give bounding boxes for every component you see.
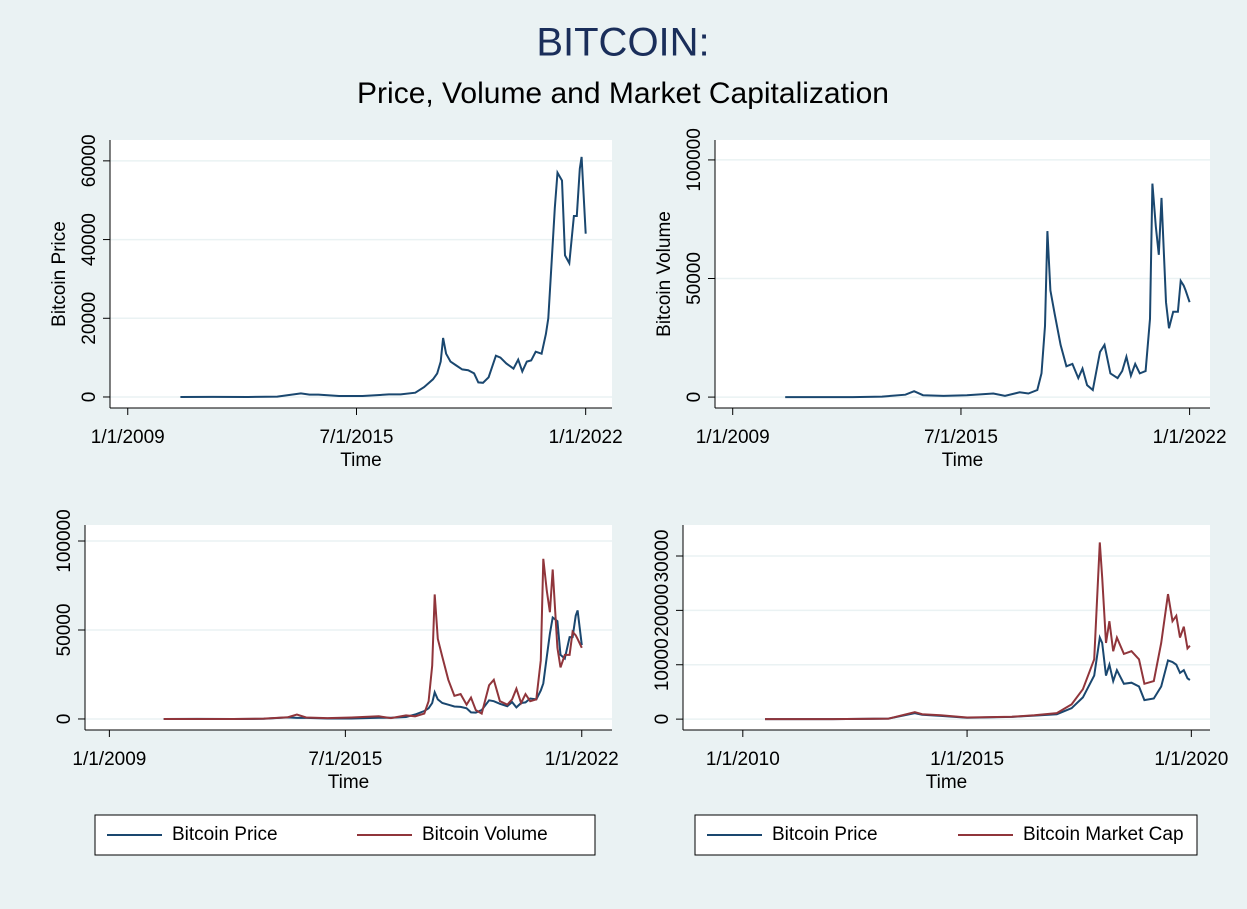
x-axis-title: Time <box>340 450 382 471</box>
legend-box <box>694 814 1198 856</box>
legend-box <box>94 814 596 856</box>
chart-title: BITCOIN: <box>536 21 709 65</box>
x-tick-label: 1/1/2015 <box>930 749 1004 770</box>
x-tick-label: 1/1/2022 <box>1153 427 1227 448</box>
y-tick-label: 20000 <box>652 584 673 637</box>
x-tick-label: 7/1/2015 <box>320 427 394 448</box>
y-tick-label: 10000 <box>652 638 673 691</box>
chart-subtitle: Price, Volume and Market Capitalization <box>357 77 889 110</box>
x-tick-label: 7/1/2015 <box>924 427 998 448</box>
y-tick-label: 40000 <box>79 213 100 266</box>
x-tick-label: 7/1/2015 <box>308 749 382 770</box>
y-tick-label: 100000 <box>684 128 705 191</box>
y-tick-label: 0 <box>79 392 100 403</box>
y-tick-label: 50000 <box>684 252 705 305</box>
y-tick-label: 50000 <box>54 604 75 657</box>
legend-label: Bitcoin Price <box>172 824 278 845</box>
x-axis-title: Time <box>328 772 370 793</box>
plot-area <box>110 140 612 408</box>
y-tick-label: 0 <box>54 714 75 725</box>
x-axis-title: Time <box>942 450 984 471</box>
series-line <box>163 558 583 720</box>
plot-area <box>683 525 1210 730</box>
x-tick-label: 1/1/2022 <box>545 749 619 770</box>
legend-label: Bitcoin Volume <box>422 824 548 845</box>
x-axis-title: Time <box>926 772 968 793</box>
series-line <box>180 156 587 399</box>
y-tick-label: 30000 <box>652 530 673 583</box>
x-tick-label: 1/1/2020 <box>1154 749 1228 770</box>
x-tick-label: 1/1/2022 <box>549 427 623 448</box>
y-tick-label: 20000 <box>79 292 100 345</box>
x-tick-label: 1/1/2009 <box>72 749 146 770</box>
series-line <box>785 183 1191 399</box>
series-line <box>765 542 1191 721</box>
legend-label: Bitcoin Price <box>772 824 878 845</box>
x-tick-label: 1/1/2009 <box>696 427 770 448</box>
y-axis-title: Bitcoin Price <box>49 221 70 327</box>
y-tick-label: 0 <box>684 392 705 403</box>
y-axis-title: Bitcoin Volume <box>654 211 675 337</box>
plot-area <box>715 140 1210 408</box>
y-tick-label: 60000 <box>79 134 100 187</box>
y-tick-label: 100000 <box>54 509 75 572</box>
legend-label: Bitcoin Market Cap <box>1023 824 1184 845</box>
x-tick-label: 1/1/2010 <box>706 749 780 770</box>
x-tick-label: 1/1/2009 <box>91 427 165 448</box>
y-tick-label: 0 <box>652 714 673 725</box>
